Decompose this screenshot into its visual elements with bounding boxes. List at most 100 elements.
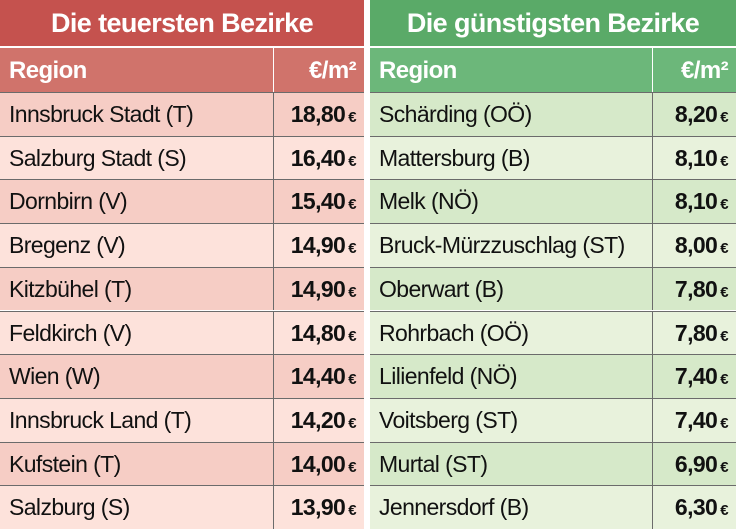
currency: € (720, 414, 728, 432)
table-row: Bruck-Mürzzuschlag (ST) 8,00 € (370, 223, 736, 267)
currency: € (348, 414, 356, 432)
currency: € (720, 152, 728, 170)
region-cell: Bregenz (V) (9, 232, 126, 259)
price-cell: 6,30 € (652, 486, 736, 529)
price-cell: 18,80 € (273, 93, 364, 136)
currency: € (348, 327, 356, 345)
table-row: Salzburg (S) 13,90 € (0, 485, 364, 529)
price: 14,00 (290, 450, 346, 477)
table: Die günstigsten Bezirke Region €/m² Schärdi… (370, 0, 736, 529)
table-row: Mattersburg (B) 8,10 € (370, 135, 736, 180)
price: 6,30 (674, 494, 718, 521)
price-cell: 8,00 € (652, 224, 736, 267)
region-cell: Kitzbühel (T) (9, 275, 132, 302)
price-cell: 14,00 € (273, 442, 364, 486)
price-cell: 8,10 € (652, 180, 736, 224)
price-cell: 7,40 € (652, 398, 736, 442)
price-cell: 6,90 € (652, 442, 736, 486)
region-cell: Salzburg (S) (9, 494, 130, 521)
price: 7,80 (674, 319, 718, 346)
price: 14,90 (290, 275, 346, 302)
table-row: Jennersdorf (B) 6,30 € (370, 485, 736, 529)
table-title: Die teuersten Bezirke (0, 0, 364, 46)
region-cell: Wien (W) (9, 363, 101, 390)
price: 14,80 (290, 319, 346, 346)
currency: € (720, 458, 728, 476)
currency: € (720, 371, 728, 389)
price: 18,80 (290, 101, 346, 127)
price: 14,90 (290, 232, 346, 259)
table-row: Wien (W) 14,40 € (0, 354, 364, 398)
price: 8,10 (674, 144, 718, 171)
currency: € (720, 502, 728, 520)
region-cell: Feldkirch (V) (9, 319, 132, 346)
price: 7,40 (674, 406, 718, 433)
table-row: Voitsberg (ST) 7,40 € (370, 397, 736, 442)
table-row: Bregenz (V) 14,90 € (0, 223, 364, 267)
region-cell: Rohrbach (OÖ) (379, 319, 529, 346)
header-row: Region €/m² (0, 46, 364, 92)
price: 6,90 (674, 450, 718, 477)
price-cell: 7,80 € (652, 311, 736, 355)
table-row: Innsbruck Land (T) 14,20 € (0, 397, 364, 442)
header-cell: Region (379, 57, 457, 84)
table-row: Rohrbach (OÖ) 7,80 € (370, 310, 736, 355)
table: Die teuersten Bezirke Region €/m² Innsbruck… (0, 0, 364, 529)
price: 7,80 (674, 275, 718, 302)
table-row: Innsbruck Stadt (T) 18,80 € (0, 92, 364, 136)
price-cell: 14,40 € (273, 355, 364, 398)
price-cell: 14,90 € (273, 267, 364, 311)
region-cell: Kufstein (T) (9, 450, 121, 477)
region-cell: Bruck-Mürzzuschlag (ST) (379, 232, 625, 259)
table-row: Kufstein (T) 14,00 € (0, 441, 364, 486)
currency: € (720, 109, 728, 126)
table-row: Salzburg Stadt (S) 16,40 € (0, 135, 364, 180)
price: 16,40 (290, 144, 346, 171)
price-cell: 7,40 € (652, 355, 736, 398)
table-row: Murtal (ST) 6,90 € (370, 441, 736, 486)
currency: € (348, 502, 356, 520)
price: 8,00 (674, 232, 718, 259)
region-cell: Jennersdorf (B) (379, 494, 529, 521)
table-row: Melk (NÖ) 8,10 € (370, 179, 736, 224)
region-cell: Innsbruck Land (T) (9, 406, 192, 433)
region-cell: Melk (NÖ) (379, 188, 479, 215)
currency: € (720, 240, 728, 258)
currency: € (348, 196, 356, 214)
table-row: Schärding (OÖ) 8,20 € (370, 92, 736, 136)
table-row: Lilienfeld (NÖ) 7,40 € (370, 354, 736, 398)
header-cell: €/m² (652, 48, 736, 92)
table-row: Dornbirn (V) 15,40 € (0, 179, 364, 224)
currency: € (348, 371, 356, 389)
table-row: Oberwart (B) 7,80 € (370, 266, 736, 311)
currency: € (348, 152, 356, 170)
price-cell: 16,40 € (273, 136, 364, 180)
price: 15,40 (290, 188, 346, 215)
region-cell: Innsbruck Stadt (T) (9, 101, 194, 127)
price-cell: 8,10 € (652, 136, 736, 180)
currency: € (720, 283, 728, 301)
currency: € (720, 196, 728, 214)
region-cell: Schärding (OÖ) (379, 101, 532, 127)
region-cell: Salzburg Stadt (S) (9, 144, 187, 171)
currency: € (348, 458, 356, 476)
price: 14,20 (290, 406, 346, 433)
price-cell: 14,80 € (273, 311, 364, 355)
header-cell: €/m² (273, 48, 364, 92)
table-title: Die günstigsten Bezirke (370, 0, 736, 46)
region-cell: Voitsberg (ST) (379, 406, 518, 433)
region-cell: Oberwart (B) (379, 275, 504, 302)
currency: € (720, 327, 728, 345)
table-row: Feldkirch (V) 14,80 € (0, 310, 364, 355)
header-row: Region €/m² (370, 46, 736, 92)
currency: € (348, 240, 356, 258)
region-cell: Murtal (ST) (379, 450, 488, 477)
price-cell: 7,80 € (652, 267, 736, 311)
header-cell: Region (9, 57, 87, 84)
price: 7,40 (674, 363, 718, 390)
table-row: Kitzbühel (T) 14,90 € (0, 266, 364, 311)
price-cell: 15,40 € (273, 180, 364, 224)
price-cell: 14,90 € (273, 224, 364, 267)
price: 8,10 (674, 188, 718, 215)
